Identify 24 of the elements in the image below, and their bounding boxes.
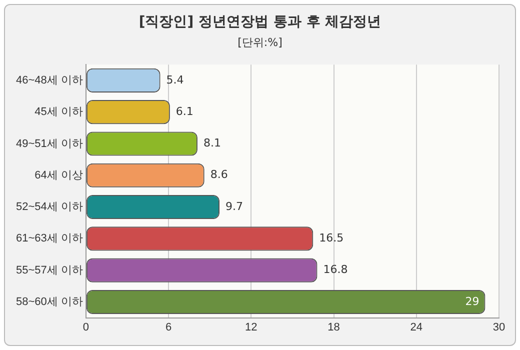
data-label: 5.4 [166, 73, 184, 86]
y-tick-label: 52~54세 이하 [16, 201, 83, 214]
x-tick-label: 12 [245, 321, 258, 334]
data-label: 8.1 [203, 136, 221, 150]
x-tick-label: 18 [328, 321, 340, 334]
data-label: 6.1 [176, 104, 194, 118]
chart-title: [직장인] 정년연장법 통과 후 체감정년 [138, 13, 382, 31]
data-label: 9.7 [226, 200, 244, 213]
data-label: 8.6 [210, 168, 228, 182]
data-label: 16.8 [323, 263, 348, 276]
x-tick-label: 6 [166, 321, 172, 334]
data-label: 29 [465, 294, 480, 308]
y-tick-label: 46~48세 이하 [16, 74, 83, 86]
chart-subtitle: [단위:%] [236, 35, 284, 50]
y-tick-label: 64세 이상 [34, 169, 83, 182]
y-tick-label: 58~60세 이하 [16, 296, 83, 308]
y-tick-label: 61~63세 이하 [16, 232, 83, 245]
data-label: 16.5 [319, 232, 344, 245]
x-tick-label: 30 [492, 321, 506, 334]
x-tick-label: 24 [410, 321, 423, 334]
x-tick-label: 0 [82, 321, 90, 334]
y-tick-label: 45세 이하 [34, 106, 83, 118]
y-tick-label: 55~57세 이하 [16, 264, 83, 276]
y-tick-label: 49~51세 이하 [16, 138, 83, 150]
